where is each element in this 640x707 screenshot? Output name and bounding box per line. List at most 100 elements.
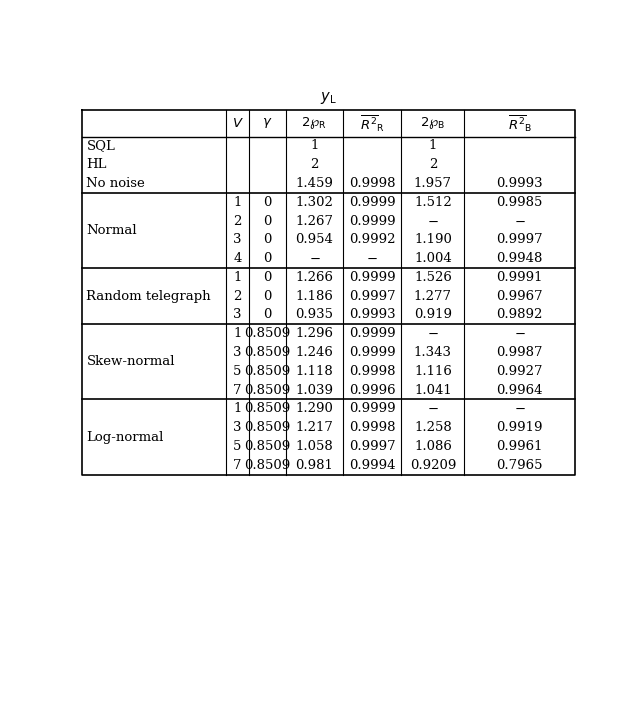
Text: 0.9999: 0.9999 (349, 271, 396, 284)
Text: $-$: $-$ (514, 214, 525, 228)
Text: 1.277: 1.277 (414, 290, 452, 303)
Text: 1.512: 1.512 (414, 196, 452, 209)
Text: 3: 3 (233, 346, 242, 359)
Text: $V$: $V$ (232, 117, 243, 130)
Text: 1.290: 1.290 (296, 402, 333, 416)
Text: 7: 7 (233, 459, 242, 472)
Text: 1.186: 1.186 (296, 290, 333, 303)
Text: 0.9997: 0.9997 (349, 290, 396, 303)
Text: 0.8509: 0.8509 (244, 327, 291, 340)
Text: Random telegraph: Random telegraph (86, 290, 211, 303)
Text: 0.9987: 0.9987 (497, 346, 543, 359)
Text: Skew-normal: Skew-normal (86, 356, 175, 368)
Text: 1: 1 (234, 327, 242, 340)
Text: 1: 1 (234, 196, 242, 209)
Text: 0.9994: 0.9994 (349, 459, 396, 472)
Text: 0.7965: 0.7965 (497, 459, 543, 472)
Text: 0.9998: 0.9998 (349, 177, 396, 190)
Text: 1.190: 1.190 (414, 233, 452, 246)
Text: $-$: $-$ (366, 252, 378, 265)
Text: 0.935: 0.935 (296, 308, 333, 322)
Text: 0.9985: 0.9985 (497, 196, 543, 209)
Text: 1.041: 1.041 (414, 384, 452, 397)
Text: 3: 3 (233, 233, 242, 246)
Text: 1.217: 1.217 (296, 421, 333, 434)
Text: $2\wp_{\mathrm{R}}$: $2\wp_{\mathrm{R}}$ (301, 116, 327, 132)
Text: $y_{\mathrm{L}}$: $y_{\mathrm{L}}$ (320, 90, 336, 107)
Text: $-$: $-$ (514, 402, 525, 416)
Text: 0.9999: 0.9999 (349, 327, 396, 340)
Text: 0.8509: 0.8509 (244, 365, 291, 378)
Text: 1.343: 1.343 (414, 346, 452, 359)
Text: 0: 0 (263, 196, 271, 209)
Text: 1.058: 1.058 (296, 440, 333, 453)
Text: $-$: $-$ (308, 252, 320, 265)
Text: Normal: Normal (86, 224, 137, 237)
Text: 1.116: 1.116 (414, 365, 452, 378)
Text: 0.9992: 0.9992 (349, 233, 396, 246)
Text: 2: 2 (310, 158, 319, 171)
Text: SQL: SQL (86, 139, 115, 153)
Text: 0.9993: 0.9993 (349, 308, 396, 322)
Text: 0.8509: 0.8509 (244, 402, 291, 416)
Text: No noise: No noise (86, 177, 145, 190)
Text: 2: 2 (429, 158, 437, 171)
Text: 0.9999: 0.9999 (349, 196, 396, 209)
Text: 0.9964: 0.9964 (497, 384, 543, 397)
Text: 1: 1 (310, 139, 319, 153)
Text: 1.302: 1.302 (296, 196, 333, 209)
Text: 1.267: 1.267 (296, 214, 333, 228)
Text: 0.9927: 0.9927 (497, 365, 543, 378)
Text: 0.9999: 0.9999 (349, 402, 396, 416)
Text: 0.8509: 0.8509 (244, 421, 291, 434)
Text: 0.9997: 0.9997 (497, 233, 543, 246)
Text: 1.957: 1.957 (414, 177, 452, 190)
Text: 5: 5 (234, 365, 242, 378)
Text: 7: 7 (233, 384, 242, 397)
Text: 0.8509: 0.8509 (244, 346, 291, 359)
Text: 2: 2 (234, 214, 242, 228)
Text: 0.919: 0.919 (414, 308, 452, 322)
Text: 2: 2 (234, 290, 242, 303)
Text: 0: 0 (263, 290, 271, 303)
Text: $-$: $-$ (514, 327, 525, 340)
Text: 0.9998: 0.9998 (349, 365, 396, 378)
Text: 0.9991: 0.9991 (497, 271, 543, 284)
Text: 1.246: 1.246 (296, 346, 333, 359)
Text: 0.9999: 0.9999 (349, 214, 396, 228)
Text: $\gamma$: $\gamma$ (262, 117, 273, 131)
Text: $2\wp_{\mathrm{B}}$: $2\wp_{\mathrm{B}}$ (420, 116, 445, 132)
Text: 0: 0 (263, 308, 271, 322)
Text: 0.9209: 0.9209 (410, 459, 456, 472)
Text: 1.039: 1.039 (296, 384, 333, 397)
Text: $\overline{R^2}_{\mathrm{B}}$: $\overline{R^2}_{\mathrm{B}}$ (508, 113, 532, 134)
Text: 1: 1 (234, 271, 242, 284)
Text: $-$: $-$ (427, 214, 439, 228)
Text: 0: 0 (263, 233, 271, 246)
Text: 1.296: 1.296 (296, 327, 333, 340)
Text: $-$: $-$ (427, 327, 439, 340)
Text: 3: 3 (233, 308, 242, 322)
Text: 0.9996: 0.9996 (349, 384, 396, 397)
Text: 1.266: 1.266 (296, 271, 333, 284)
Text: 1: 1 (429, 139, 437, 153)
Text: 0: 0 (263, 252, 271, 265)
Text: 0.9993: 0.9993 (497, 177, 543, 190)
Text: 1.118: 1.118 (296, 365, 333, 378)
Text: 0.9961: 0.9961 (497, 440, 543, 453)
Text: 1.004: 1.004 (414, 252, 452, 265)
Text: 0.981: 0.981 (296, 459, 333, 472)
Text: $\overline{R^2}_{\mathrm{R}}$: $\overline{R^2}_{\mathrm{R}}$ (360, 113, 385, 134)
Text: 0.9919: 0.9919 (497, 421, 543, 434)
Text: 0.9998: 0.9998 (349, 421, 396, 434)
Text: 0.9948: 0.9948 (497, 252, 543, 265)
Text: 0.8509: 0.8509 (244, 440, 291, 453)
Text: 1.258: 1.258 (414, 421, 452, 434)
Text: 0.9967: 0.9967 (497, 290, 543, 303)
Text: 1.086: 1.086 (414, 440, 452, 453)
Text: 5: 5 (234, 440, 242, 453)
Text: 0.9892: 0.9892 (497, 308, 543, 322)
Text: 0: 0 (263, 271, 271, 284)
Text: 0.8509: 0.8509 (244, 384, 291, 397)
Text: 0.9997: 0.9997 (349, 440, 396, 453)
